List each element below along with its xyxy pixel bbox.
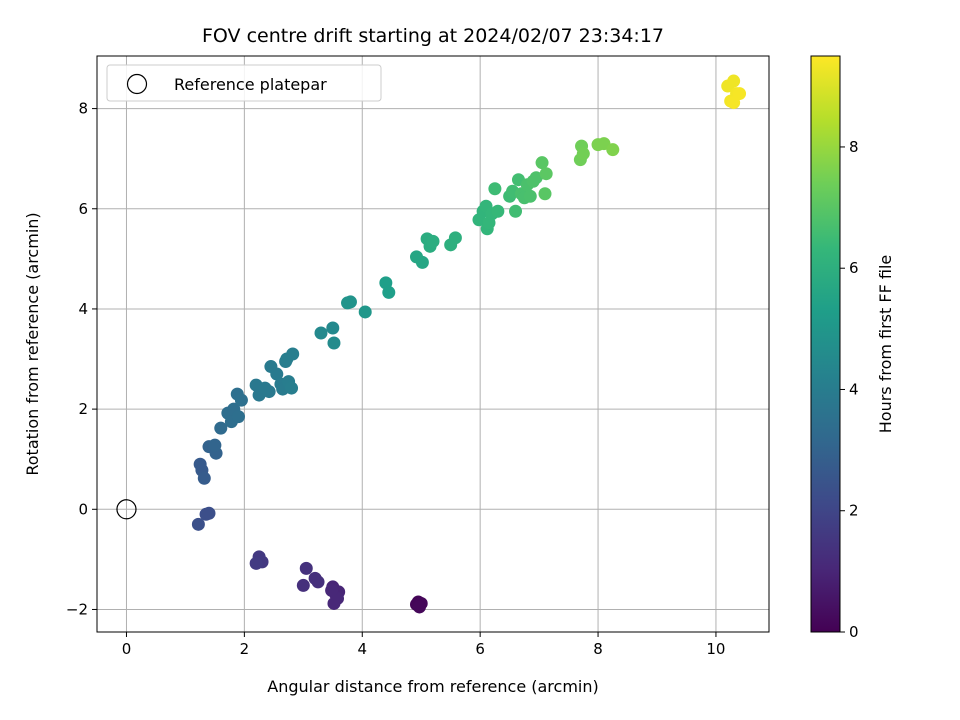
x-axis-ticks: 0 2 4 6 8 10 xyxy=(122,632,725,658)
y-tick-label: −2 xyxy=(66,600,88,618)
scatter-point xyxy=(285,381,299,395)
scatter-point xyxy=(231,410,245,424)
legend-box xyxy=(106,64,382,102)
scatter-point xyxy=(426,234,440,248)
y-tick-label: 2 xyxy=(78,400,88,418)
y-tick-label: 4 xyxy=(78,300,88,318)
x-tick-label: 10 xyxy=(706,640,725,658)
colorbar-label: Hours from first FF file xyxy=(876,255,895,434)
scatter-point xyxy=(606,143,620,157)
x-tick-label: 0 xyxy=(122,640,132,658)
legend-marker-reference xyxy=(126,73,148,95)
scatter-point xyxy=(191,517,205,531)
scatter-point xyxy=(412,600,426,614)
scatter-point xyxy=(326,321,340,335)
scatter-point xyxy=(523,189,537,203)
scatter-point xyxy=(327,336,341,350)
x-axis-title: Angular distance from reference (arcmin) xyxy=(267,677,598,696)
scatter-point xyxy=(311,575,325,589)
x-tick-label: 6 xyxy=(475,640,485,658)
y-axis-title: Rotation from reference (arcmin) xyxy=(23,212,42,475)
scatter-point xyxy=(280,352,294,366)
scatter-point xyxy=(576,147,590,161)
colorbar-tick-label: 6 xyxy=(849,259,859,277)
y-tick-label: 0 xyxy=(78,500,88,518)
y-axis-ticks: −2 0 2 4 6 8 xyxy=(66,100,97,618)
reference-point-marker xyxy=(116,499,137,520)
chart-title: FOV centre drift starting at 2024/02/07 … xyxy=(202,25,664,47)
colorbar-ticks: 0 2 4 6 8 xyxy=(840,138,859,641)
scatter-point xyxy=(249,556,263,570)
colorbar-tick-label: 8 xyxy=(849,138,859,156)
colorbar-tick-label: 0 xyxy=(849,623,859,641)
scatter-point xyxy=(314,326,328,340)
scatter-point xyxy=(488,182,502,196)
scatter-points xyxy=(116,74,747,614)
x-tick-label: 2 xyxy=(240,640,250,658)
scatter-point xyxy=(358,305,372,319)
scatter-point xyxy=(509,204,523,218)
x-tick-label: 8 xyxy=(593,640,603,658)
colorbar-tick-label: 4 xyxy=(849,380,859,398)
scatter-point xyxy=(529,171,543,185)
colorbar-tick-label: 2 xyxy=(849,502,859,520)
scatter-point xyxy=(214,421,228,435)
y-tick-label: 8 xyxy=(78,100,88,118)
scatter-point xyxy=(296,578,310,592)
scatter-point xyxy=(415,255,429,269)
scatter-point xyxy=(299,561,313,575)
legend-label-reference: Reference platepar xyxy=(174,75,327,94)
scatter-point xyxy=(448,231,462,245)
scatter-point xyxy=(202,506,216,520)
scatter-point xyxy=(262,385,276,399)
scatter-point xyxy=(539,167,553,181)
colorbar: 0 2 4 6 8 Hours from first FF file xyxy=(810,55,895,641)
y-tick-label: 6 xyxy=(78,200,88,218)
scatter-point xyxy=(325,583,339,597)
scatter-point xyxy=(382,285,396,299)
x-tick-label: 4 xyxy=(357,640,367,658)
scatter-point xyxy=(538,187,552,201)
scatter-point xyxy=(270,367,284,381)
grid-lines xyxy=(97,56,769,632)
colorbar-gradient xyxy=(810,55,841,633)
scatter-point xyxy=(491,204,505,218)
plot-frame xyxy=(96,55,770,633)
scatter-point xyxy=(733,87,747,101)
scatter-point xyxy=(234,393,248,407)
scatter-point xyxy=(197,471,211,485)
scatter-point xyxy=(343,295,357,309)
scatter-point xyxy=(208,438,222,452)
scatter-point xyxy=(535,156,549,170)
legend: Reference platepar xyxy=(106,64,382,102)
scatter-point xyxy=(727,74,741,88)
